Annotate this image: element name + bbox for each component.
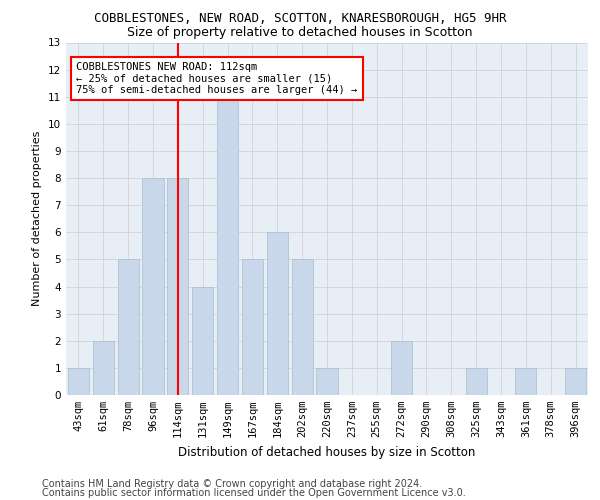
- Text: COBBLESTONES, NEW ROAD, SCOTTON, KNARESBOROUGH, HG5 9HR: COBBLESTONES, NEW ROAD, SCOTTON, KNARESB…: [94, 12, 506, 26]
- Bar: [118, 260, 139, 395]
- Bar: [565, 368, 586, 395]
- Bar: [466, 368, 487, 395]
- Bar: [316, 368, 338, 395]
- Bar: [292, 260, 313, 395]
- Text: COBBLESTONES NEW ROAD: 112sqm
← 25% of detached houses are smaller (15)
75% of s: COBBLESTONES NEW ROAD: 112sqm ← 25% of d…: [76, 62, 358, 95]
- Bar: [391, 341, 412, 395]
- Bar: [515, 368, 536, 395]
- Text: Contains HM Land Registry data © Crown copyright and database right 2024.: Contains HM Land Registry data © Crown c…: [42, 479, 422, 489]
- Bar: [167, 178, 188, 395]
- Bar: [142, 178, 164, 395]
- Bar: [217, 96, 238, 395]
- Bar: [242, 260, 263, 395]
- Bar: [68, 368, 89, 395]
- Y-axis label: Number of detached properties: Number of detached properties: [32, 131, 43, 306]
- Text: Contains public sector information licensed under the Open Government Licence v3: Contains public sector information licen…: [42, 488, 466, 498]
- Bar: [267, 232, 288, 395]
- Bar: [192, 286, 213, 395]
- X-axis label: Distribution of detached houses by size in Scotton: Distribution of detached houses by size …: [178, 446, 476, 458]
- Bar: [93, 341, 114, 395]
- Text: Size of property relative to detached houses in Scotton: Size of property relative to detached ho…: [127, 26, 473, 39]
